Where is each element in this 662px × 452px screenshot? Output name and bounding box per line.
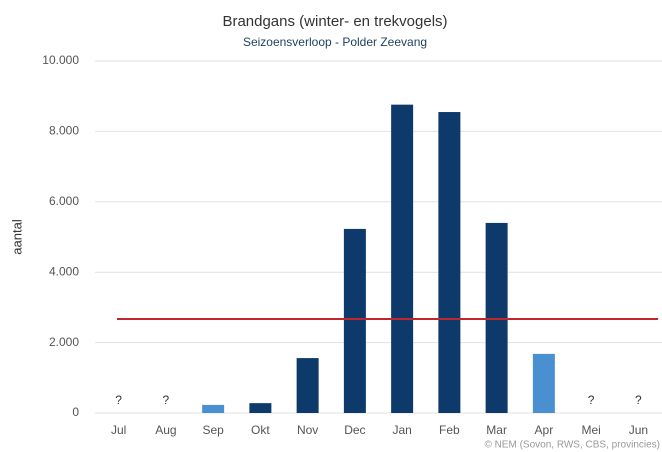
x-tick-label: Aug xyxy=(155,423,176,437)
value-label: ? xyxy=(163,393,170,407)
bar xyxy=(202,404,225,413)
bar xyxy=(532,353,555,413)
y-tick-label: 10.000 xyxy=(42,53,79,67)
x-tick-label: Sep xyxy=(202,423,224,437)
bar xyxy=(296,358,319,413)
value-label: ? xyxy=(588,393,595,407)
value-label: ? xyxy=(115,393,122,407)
x-tick-label: Okt xyxy=(251,423,270,437)
y-tick-label: 4.000 xyxy=(49,264,79,278)
x-tick-label: Apr xyxy=(535,423,554,437)
x-tick-label: Mei xyxy=(581,423,600,437)
x-tick-label: Jan xyxy=(392,423,411,437)
source: © NEM (Sovon, RWS, CBS, provincies) xyxy=(484,440,660,451)
bar xyxy=(343,228,366,413)
bar xyxy=(391,104,414,413)
chart-title: Brandgans (winter- en trekvogels) xyxy=(222,13,447,30)
x-tick-label: Mar xyxy=(486,423,507,437)
chart-subtitle: Seizoensverloop - Polder Zeevang xyxy=(243,35,427,49)
x-tick-label: Nov xyxy=(297,423,318,437)
y-tick-label: 0 xyxy=(72,405,79,419)
x-tick-label: Dec xyxy=(344,423,365,437)
x-tick-label: Jul xyxy=(111,423,126,437)
value-label: ? xyxy=(635,393,642,407)
y-tick-label: 6.000 xyxy=(49,194,79,208)
x-tick-label: Jun xyxy=(629,423,648,437)
bar xyxy=(485,222,508,413)
y-tick-label: 8.000 xyxy=(49,124,79,138)
y-tick-label: 2.000 xyxy=(49,335,79,349)
bar xyxy=(438,112,461,413)
x-tick-label: Feb xyxy=(439,423,460,437)
bar xyxy=(249,403,272,413)
y-axis-label: aantal xyxy=(9,219,24,255)
